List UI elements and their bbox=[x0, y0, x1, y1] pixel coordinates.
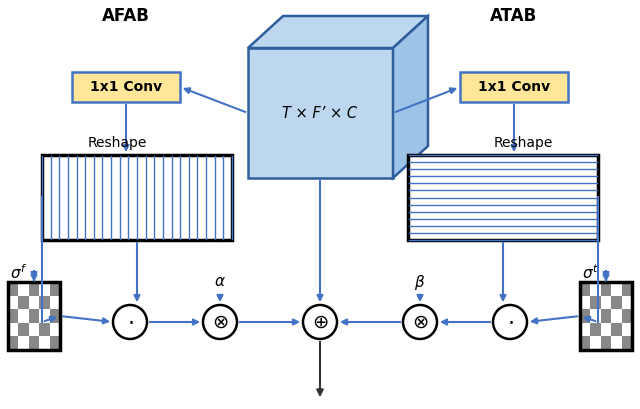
Bar bbox=[50, 282, 60, 296]
Bar bbox=[42, 155, 232, 240]
Bar bbox=[621, 296, 632, 309]
Bar bbox=[621, 282, 632, 296]
Polygon shape bbox=[393, 16, 428, 178]
Bar bbox=[590, 309, 601, 323]
Text: $\otimes$: $\otimes$ bbox=[212, 312, 228, 332]
Text: T × F’ × C: T × F’ × C bbox=[282, 106, 358, 121]
Text: ATAB: ATAB bbox=[490, 7, 538, 25]
Bar bbox=[39, 309, 50, 323]
Bar bbox=[460, 72, 568, 102]
Bar bbox=[72, 72, 180, 102]
Bar bbox=[8, 282, 19, 296]
Bar bbox=[8, 282, 60, 350]
Bar bbox=[580, 282, 590, 296]
Bar bbox=[590, 282, 601, 296]
Text: $\alpha$: $\alpha$ bbox=[214, 274, 226, 290]
Bar bbox=[590, 296, 601, 309]
Bar bbox=[50, 323, 60, 336]
Circle shape bbox=[113, 305, 147, 339]
Bar bbox=[8, 336, 19, 350]
Bar bbox=[580, 282, 632, 350]
Bar bbox=[19, 309, 29, 323]
Text: 1x1 Conv: 1x1 Conv bbox=[478, 80, 550, 94]
Bar bbox=[29, 336, 39, 350]
Bar bbox=[621, 336, 632, 350]
Bar bbox=[29, 323, 39, 336]
Circle shape bbox=[403, 305, 437, 339]
Bar bbox=[621, 309, 632, 323]
Bar bbox=[590, 336, 601, 350]
Text: $\sigma^f$: $\sigma^f$ bbox=[10, 264, 28, 282]
Bar bbox=[19, 296, 29, 309]
Bar bbox=[621, 323, 632, 336]
Bar bbox=[580, 296, 590, 309]
Bar bbox=[611, 336, 621, 350]
Text: AFAB: AFAB bbox=[102, 7, 150, 25]
Bar bbox=[611, 296, 621, 309]
Bar bbox=[580, 323, 590, 336]
Circle shape bbox=[493, 305, 527, 339]
Text: $\sigma^t$: $\sigma^t$ bbox=[582, 264, 599, 282]
Bar bbox=[601, 282, 611, 296]
Text: 1x1 Conv: 1x1 Conv bbox=[90, 80, 162, 94]
Bar bbox=[50, 309, 60, 323]
Bar bbox=[601, 296, 611, 309]
Bar bbox=[19, 323, 29, 336]
Circle shape bbox=[203, 305, 237, 339]
Bar bbox=[408, 155, 598, 240]
Bar bbox=[39, 336, 50, 350]
Text: $\otimes$: $\otimes$ bbox=[412, 312, 428, 332]
Bar bbox=[8, 309, 19, 323]
Text: Reshape: Reshape bbox=[494, 136, 554, 150]
Bar bbox=[8, 323, 19, 336]
Bar bbox=[580, 336, 590, 350]
Bar bbox=[611, 282, 621, 296]
Bar bbox=[601, 309, 611, 323]
Text: $\beta$: $\beta$ bbox=[414, 272, 426, 292]
Text: $\oplus$: $\oplus$ bbox=[312, 312, 328, 332]
Bar bbox=[29, 282, 39, 296]
Polygon shape bbox=[248, 16, 428, 48]
Bar bbox=[29, 309, 39, 323]
Bar bbox=[29, 296, 39, 309]
Bar bbox=[580, 309, 590, 323]
Bar bbox=[19, 282, 29, 296]
Bar bbox=[19, 336, 29, 350]
Bar bbox=[39, 296, 50, 309]
Bar bbox=[611, 309, 621, 323]
Bar bbox=[590, 323, 601, 336]
Text: $\cdot$: $\cdot$ bbox=[507, 312, 513, 332]
Bar bbox=[39, 323, 50, 336]
Polygon shape bbox=[248, 48, 393, 178]
Text: Reshape: Reshape bbox=[88, 136, 147, 150]
Bar bbox=[601, 323, 611, 336]
Circle shape bbox=[303, 305, 337, 339]
Bar bbox=[601, 336, 611, 350]
Text: $\cdot$: $\cdot$ bbox=[127, 312, 133, 332]
Bar bbox=[611, 323, 621, 336]
Bar bbox=[39, 282, 50, 296]
Bar bbox=[50, 296, 60, 309]
Bar bbox=[50, 336, 60, 350]
Bar bbox=[8, 296, 19, 309]
